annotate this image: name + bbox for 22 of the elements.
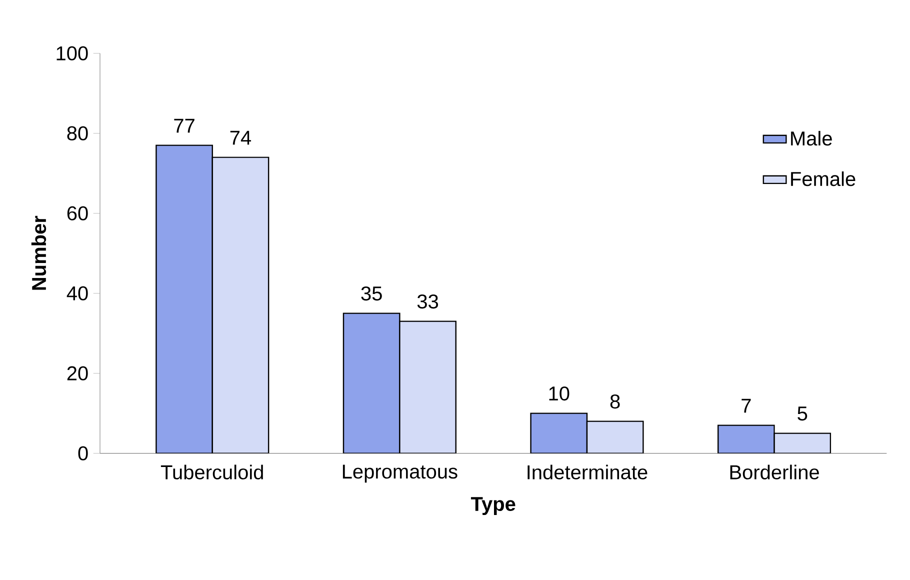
x-tick-label: Tuberculoid xyxy=(160,464,263,480)
data-label: 35 xyxy=(361,286,382,301)
y-tick-label: 80 xyxy=(67,126,88,140)
x-tick-label: Borderline xyxy=(730,464,819,480)
data-label: 10 xyxy=(549,386,570,401)
y-axis-title: Number xyxy=(31,216,46,290)
data-label: 8 xyxy=(610,394,620,409)
y-tick-label: 60 xyxy=(67,206,88,220)
y-tick-label: 100 xyxy=(56,46,88,60)
data-label: 7 xyxy=(742,398,751,413)
x-tick-label: Lepromatous xyxy=(342,464,458,483)
y-tick-label: 20 xyxy=(67,366,88,380)
data-label: 33 xyxy=(417,294,438,309)
data-label: 77 xyxy=(174,118,194,133)
y-tick-label: 0 xyxy=(78,446,88,460)
y-tick-label: 40 xyxy=(66,286,88,300)
x-axis-title: Type xyxy=(470,497,516,515)
data-label: 74 xyxy=(230,130,252,145)
legend-label: Male xyxy=(791,130,832,146)
x-tick-label: Indeterminate xyxy=(528,464,648,480)
legend-label: Female xyxy=(791,171,856,186)
data-label: 5 xyxy=(798,406,808,421)
